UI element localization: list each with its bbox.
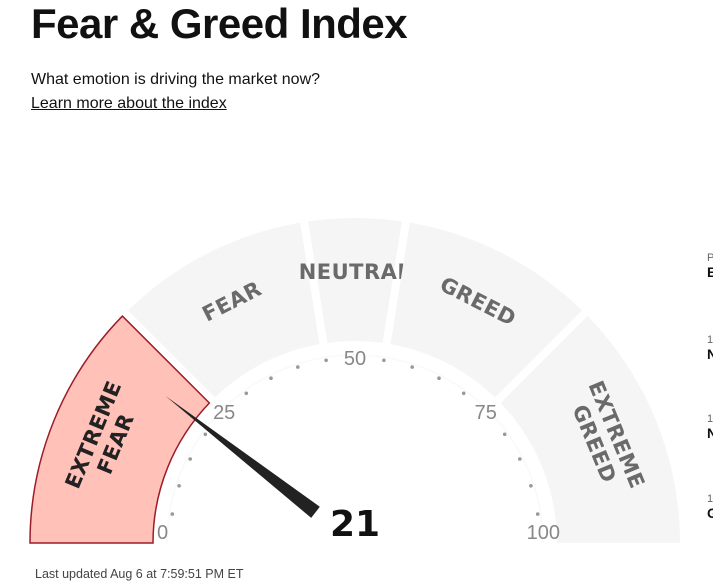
gauge-tick-dot xyxy=(518,457,522,461)
gauge-tick-label: 25 xyxy=(213,402,235,424)
gauge-segment-extreme-greed xyxy=(500,316,680,543)
gauge-tick-dot xyxy=(324,358,328,363)
side-panel-item: 1 G xyxy=(707,493,713,521)
side-panel-item-label: 1 xyxy=(707,493,713,505)
gauge-tick-dot xyxy=(410,365,415,369)
gauge-segment-label-neutral: NEUTRAL xyxy=(299,260,412,284)
gauge-tick-label: 0 xyxy=(157,522,168,544)
gauge-tick-dot xyxy=(177,484,181,488)
side-panel-item-label: 1 xyxy=(707,413,713,425)
side-panel-item-value: E xyxy=(707,264,713,280)
gauge-tick-dot xyxy=(188,457,192,461)
last-updated-text: Last updated Aug 6 at 7:59:51 PM ET xyxy=(35,567,244,581)
gauge-tick-label: 50 xyxy=(344,348,366,370)
fear-greed-gauge: EXTREMEFEARFEARNEUTRALGREEDEXTREMEGREED0… xyxy=(29,217,680,560)
page-subtitle: What emotion is driving the market now? xyxy=(31,71,321,88)
learn-more-link[interactable]: Learn more about the index xyxy=(31,95,227,112)
gauge-tick-dot xyxy=(382,358,386,363)
side-panel-item: 1 N xyxy=(707,334,713,362)
side-panel-item: 1 N xyxy=(707,413,713,441)
side-panel-item-label: 1 xyxy=(707,334,713,346)
gauge-segment-greed xyxy=(390,222,582,398)
gauge-tick-label: 75 xyxy=(475,402,497,424)
gauge-needle xyxy=(165,395,320,518)
gauge-inner-band xyxy=(166,354,544,544)
gauge-tick-dot xyxy=(529,484,533,488)
gauge-score-value: 21 xyxy=(330,504,380,545)
side-panel-item: P E xyxy=(707,252,713,280)
side-panel-item-value: N xyxy=(707,346,713,362)
side-panel-item-value: G xyxy=(707,505,713,521)
gauge-tick-label: 100 xyxy=(527,522,560,544)
gauge-segment-extreme-fear xyxy=(29,314,211,544)
page-title: Fear & Greed Index xyxy=(31,0,408,47)
side-panel-item-value: N xyxy=(707,425,713,441)
gauge-tick-dot xyxy=(437,376,441,381)
side-panel-item-label: P xyxy=(707,252,713,264)
gauge-tick-dot xyxy=(296,365,300,369)
gauge-score-circle xyxy=(297,483,413,560)
gauge-segment-fear xyxy=(128,222,320,398)
gauge-tick-dot xyxy=(269,376,273,381)
gauge-segment-neutral xyxy=(308,217,402,343)
gauge-tick-dot xyxy=(244,391,249,396)
gauge-tick-dot xyxy=(203,432,208,437)
gauge-tick-dot xyxy=(170,512,175,516)
gauge-tick-dot xyxy=(502,432,507,437)
gauge-tick-dot xyxy=(461,391,466,396)
gauge-tick-dot xyxy=(535,512,540,516)
